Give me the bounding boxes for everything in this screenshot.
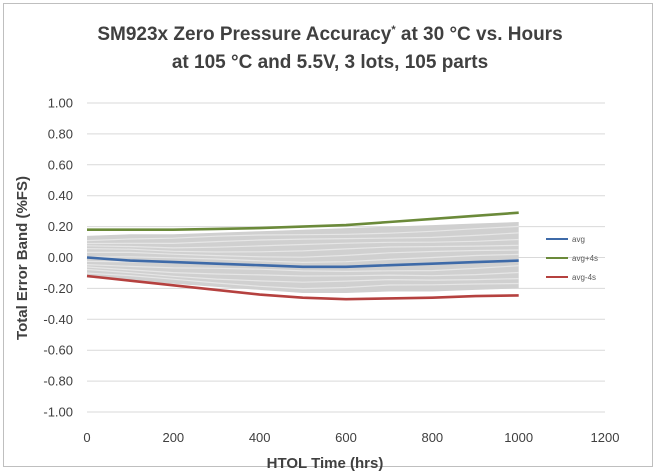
part-trace	[86, 232, 519, 245]
legend: avg avg+4s avg-4s	[546, 235, 598, 282]
x-axis-ticks: 0 200 400 600 800 1000 1200	[83, 430, 619, 445]
legend-label: avg-4s	[572, 273, 596, 282]
series-line-avg-4s	[86, 274, 519, 301]
x-tick-label: 800	[421, 430, 443, 445]
chart-title-line1: SM923x Zero Pressure Accuracy* at 30 °C …	[97, 24, 562, 45]
legend-label: avg+4s	[572, 254, 598, 263]
chart-title-rest: at 30 °C vs. Hours	[396, 24, 563, 45]
part-trace	[86, 268, 519, 283]
series-line-avg	[86, 256, 519, 269]
x-tick-label: 1000	[504, 430, 533, 445]
part-trace	[87, 249, 519, 258]
part-trace	[86, 225, 519, 242]
x-tick-label: 200	[162, 430, 184, 445]
x-tick-label: 400	[249, 430, 271, 445]
part-trace	[86, 264, 519, 273]
part-trace	[86, 272, 519, 290]
series-line-avg-4s	[87, 211, 519, 231]
y-tick-label: 1.00	[48, 96, 73, 111]
y-tick-label: 0.00	[48, 250, 73, 265]
y-tick-label: -0.40	[43, 312, 73, 327]
series-lines	[86, 211, 519, 301]
chart-title-superscript: *	[391, 24, 396, 36]
chart-title-main: SM923x Zero Pressure Accuracy	[97, 24, 391, 45]
part-trace	[86, 244, 519, 253]
y-tick-label: 0.40	[48, 188, 73, 203]
y-tick-label: -0.60	[43, 343, 73, 358]
y-tick-label: 0.20	[48, 219, 73, 234]
x-tick-label: 1200	[591, 430, 620, 445]
chart-title-line2: at 105 °C and 5.5V, 3 lots, 105 parts	[172, 52, 488, 73]
x-axis-label: HTOL Time (hrs)	[267, 455, 384, 472]
legend-label: avg	[572, 235, 585, 244]
y-tick-label: -0.80	[43, 374, 73, 389]
y-tick-label: -0.20	[43, 281, 73, 296]
part-trace	[86, 253, 519, 264]
part-trace	[86, 238, 519, 249]
y-axis-ticks: 1.00 0.80 0.60 0.40 0.20 0.00 -0.20 -0.40 -0.60 -…	[43, 96, 73, 420]
y-tick-label: 0.60	[48, 157, 73, 172]
part-trace	[86, 266, 519, 277]
x-tick-label: 600	[335, 430, 357, 445]
x-tick-label: 0	[83, 430, 90, 445]
y-axis-label: Total Error Band (%FS)	[14, 176, 31, 340]
y-tick-label: 0.80	[48, 126, 73, 141]
y-tick-label: -1.00	[43, 405, 73, 420]
